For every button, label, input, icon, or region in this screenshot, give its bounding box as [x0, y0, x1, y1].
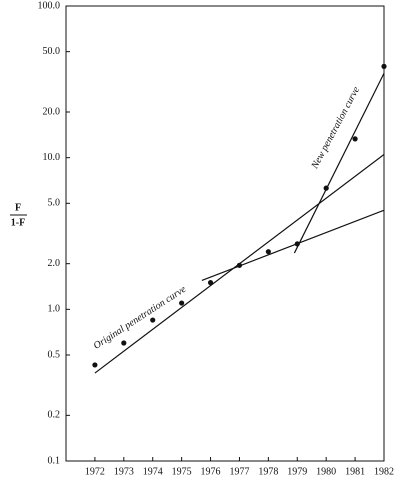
- x-tick-label: 1979: [287, 466, 307, 477]
- x-tick-label: 1973: [114, 466, 134, 477]
- x-tick-label: 1981: [345, 466, 365, 477]
- plot-frame: [65, 5, 385, 462]
- y-label-denominator: 1-F: [11, 217, 25, 228]
- y-label-numerator: F: [15, 202, 21, 213]
- x-tick-label: 1972: [85, 466, 105, 477]
- fit-line: [201, 209, 385, 282]
- y-tick-label: 0.1: [48, 455, 61, 466]
- annotation: Original penetration curve: [92, 284, 189, 352]
- data-point: [265, 249, 271, 255]
- y-tick-label: 100.0: [38, 0, 61, 11]
- y-tick-label: 1.0: [48, 304, 61, 315]
- y-tick-label: 20.0: [43, 106, 61, 117]
- x-tick-label: 1978: [258, 466, 278, 477]
- y-tick-label: 2.0: [48, 258, 61, 269]
- data-point: [92, 362, 98, 368]
- x-tick-label: 1974: [143, 466, 163, 477]
- x-tick-label: 1980: [316, 466, 336, 477]
- data-point: [352, 136, 358, 142]
- annotation: New penetration curve: [309, 85, 362, 172]
- data-point: [207, 280, 214, 286]
- data-point: [179, 300, 185, 306]
- y-tick-label: 50.0: [43, 46, 61, 57]
- x-tick-label: 1976: [201, 466, 221, 477]
- fit-line: [293, 73, 385, 254]
- data-point: [150, 317, 156, 323]
- data-point: [294, 241, 300, 247]
- data-point: [323, 185, 329, 191]
- x-tick-label: 1977: [229, 466, 249, 477]
- y-tick-label: 10.0: [43, 152, 61, 163]
- x-tick-label: 1982: [374, 466, 394, 477]
- y-tick-label: 0.2: [48, 410, 61, 421]
- data-point: [381, 63, 387, 69]
- y-tick-label: 5.0: [48, 198, 61, 209]
- data-point: [236, 262, 243, 268]
- x-tick-label: 1975: [172, 466, 192, 477]
- data-point: [121, 340, 127, 346]
- y-tick-label: 0.5: [48, 349, 61, 360]
